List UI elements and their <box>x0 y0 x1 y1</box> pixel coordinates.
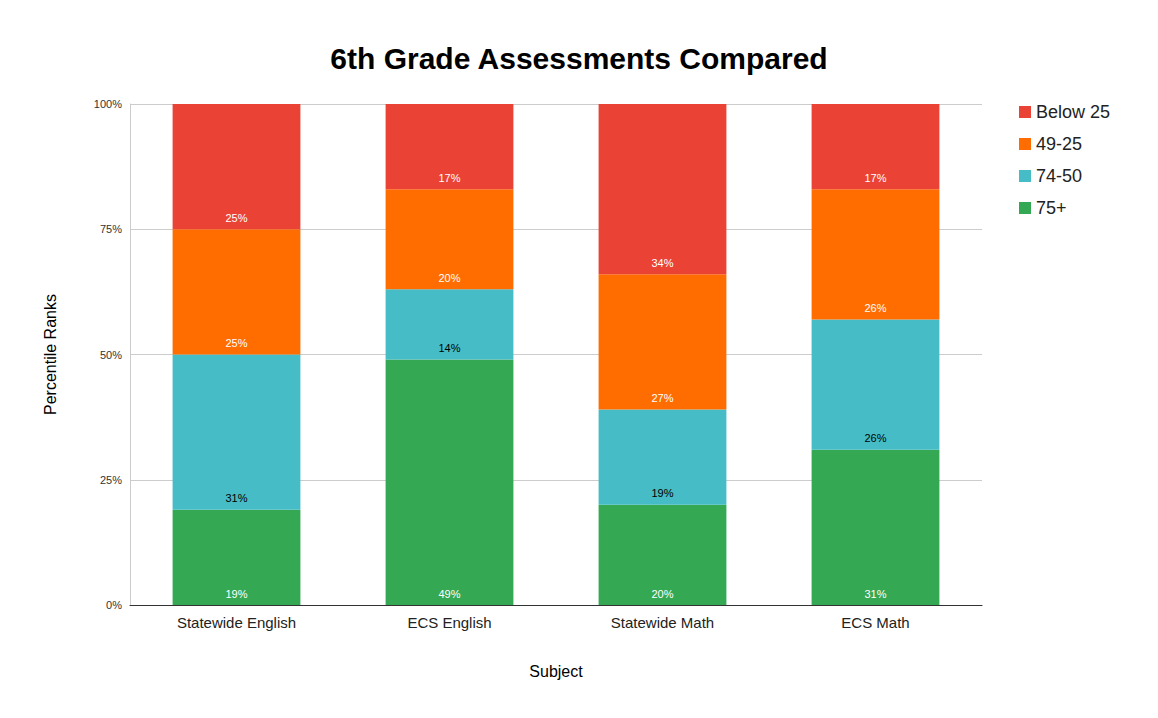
svg-text:31%: 31% <box>225 492 247 504</box>
svg-text:17%: 17% <box>864 172 886 184</box>
svg-text:Subject: Subject <box>529 663 583 680</box>
svg-text:25%: 25% <box>225 337 247 349</box>
svg-text:19%: 19% <box>651 487 673 499</box>
svg-text:75+: 75+ <box>1036 198 1067 218</box>
svg-text:27%: 27% <box>651 392 673 404</box>
svg-text:6th Grade Assessments Compared: 6th Grade Assessments Compared <box>330 42 827 75</box>
svg-text:49%: 49% <box>438 588 460 600</box>
svg-text:74-50: 74-50 <box>1036 166 1082 186</box>
svg-text:31%: 31% <box>864 588 886 600</box>
svg-text:20%: 20% <box>438 272 460 284</box>
svg-text:0%: 0% <box>106 599 122 611</box>
svg-text:34%: 34% <box>651 257 673 269</box>
svg-text:ECS English: ECS English <box>407 614 491 631</box>
svg-text:Statewide English: Statewide English <box>177 614 296 631</box>
svg-text:ECS Math: ECS Math <box>841 614 909 631</box>
svg-text:26%: 26% <box>864 432 886 444</box>
svg-text:26%: 26% <box>864 302 886 314</box>
svg-text:14%: 14% <box>438 342 460 354</box>
svg-text:Statewide Math: Statewide Math <box>611 614 714 631</box>
svg-text:20%: 20% <box>651 588 673 600</box>
svg-text:100%: 100% <box>94 98 122 110</box>
svg-text:17%: 17% <box>438 172 460 184</box>
svg-text:49-25: 49-25 <box>1036 134 1082 154</box>
svg-text:19%: 19% <box>225 588 247 600</box>
svg-text:50%: 50% <box>100 349 122 361</box>
svg-text:75%: 75% <box>100 223 122 235</box>
svg-text:25%: 25% <box>225 212 247 224</box>
svg-text:25%: 25% <box>100 474 122 486</box>
svg-text:Percentile Ranks: Percentile Ranks <box>42 294 59 415</box>
svg-text:Below 25: Below 25 <box>1036 102 1110 122</box>
